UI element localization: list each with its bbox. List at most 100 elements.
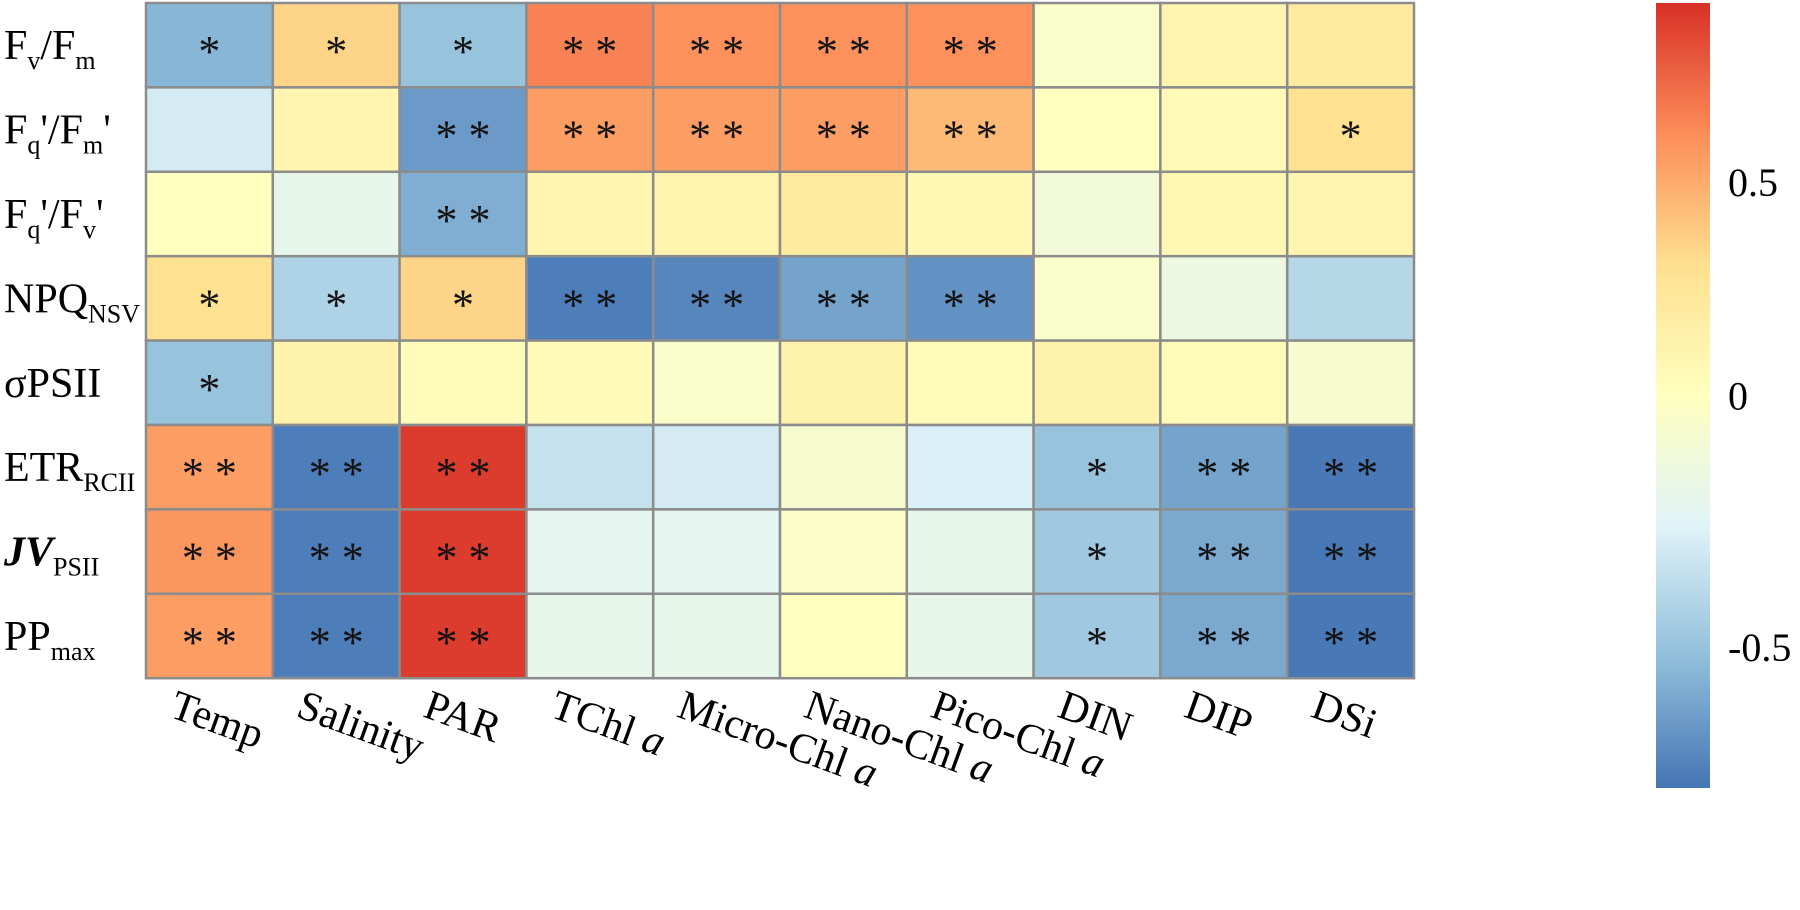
significance-mark: * * [182,449,237,498]
significance-mark: * * [816,27,871,76]
heatmap-cell [1159,254,1289,342]
heatmap-cell [398,592,528,680]
heatmap-cell [1285,86,1416,174]
heatmap-cell [905,508,1035,596]
heatmap-cell [1159,339,1289,427]
heatmap-cell [1159,423,1289,511]
heatmap-cell [271,1,401,89]
heatmap-cell [144,1,275,89]
significance-mark: * * [1196,449,1251,498]
significance-mark: * * [943,280,998,329]
significance-mark: * [452,27,474,76]
heatmap-cell [778,423,909,511]
heatmap-cell [778,1,909,89]
heatmap-cell [1285,339,1416,427]
heatmap-cell [1285,254,1416,342]
row-label: Fv/Fm [4,23,96,75]
significance-mark: * * [689,280,744,329]
significance-mark: * [198,280,220,329]
heatmap-cell [525,423,655,511]
heatmap-cell [525,592,655,680]
heatmap-cell [1032,1,1162,89]
heatmap-cell [905,86,1035,174]
row-label: JVPSII [3,530,99,582]
significance-mark: * * [1323,449,1378,498]
significance-mark: * [1340,112,1362,161]
heatmap-cell [1285,592,1416,680]
column-label: Salinity [291,682,430,770]
heatmap-cell [271,86,401,174]
heatmap-cell [525,339,655,427]
heatmap-cell [1285,170,1416,258]
significance-mark: * * [309,618,364,667]
column-label: Temp [165,682,270,758]
heatmap-cell [651,592,782,680]
significance-mark: * * [436,534,491,583]
heatmap-cell [144,508,275,596]
heatmap-cell [905,339,1035,427]
heatmap-cells [144,1,1416,680]
significance-marks: * * * * * * * * * * * * * * * * * * * * * * * * * * * * *… [182,27,1378,667]
heatmap-cell [651,170,782,258]
heatmap-cell [144,254,275,342]
significance-mark: * * [816,112,871,161]
significance-mark: * * [1323,534,1378,583]
significance-mark: * [1086,618,1108,667]
row-label: Fq'/Fv' [4,192,104,244]
heatmap-cell [525,508,655,596]
column-label: PAR [418,682,507,752]
heatmap-cell [398,339,528,427]
significance-mark: * [1086,534,1108,583]
significance-mark: * * [689,27,744,76]
heatmap-cell [144,86,275,174]
significance-mark: * * [562,27,617,76]
column-label: DIP [1179,682,1258,748]
heatmap-cell [1285,508,1416,596]
heatmap-cell [1159,170,1289,258]
heatmap-cell [905,423,1035,511]
significance-mark: * * [436,618,491,667]
heatmap-cell [651,423,782,511]
heatmap-cell [525,170,655,258]
significance-mark: * * [309,534,364,583]
significance-mark: * [452,280,474,329]
heatmap-cell [1032,254,1162,342]
colorbar-tick-label: -0.5 [1728,625,1791,670]
heatmap-cell [1159,86,1289,174]
significance-mark: * * [816,280,871,329]
significance-mark: * [198,365,220,414]
heatmap-cell [778,508,909,596]
heatmap-cell [778,86,909,174]
heatmap-cell [1032,508,1162,596]
heatmap-cell [1159,508,1289,596]
heatmap-cell [1159,1,1289,89]
heatmap-cell [651,508,782,596]
significance-mark: * * [182,534,237,583]
heatmap-cell [144,423,275,511]
row-label: PPmax [4,614,95,666]
colorbar: 0.5 0 -0.5 [1656,3,1791,788]
significance-mark: * * [943,27,998,76]
colorbar-tick-label: 0.5 [1728,160,1778,205]
significance-mark: * * [436,196,491,245]
significance-mark: * * [689,112,744,161]
significance-mark: * * [1196,618,1251,667]
heatmap-cell [778,170,909,258]
heatmap-cell [905,592,1035,680]
heatmap-cell [1032,592,1162,680]
colorbar-tick-label: 0 [1728,374,1748,419]
significance-mark: * * [1196,534,1251,583]
heatmap-cell [144,170,275,258]
heatmap-cell [905,170,1035,258]
row-label: Fq'/Fm' [4,108,111,160]
column-label: TChl a [545,682,671,766]
row-label: σPSII [4,361,101,407]
heatmap-cell [271,339,401,427]
row-labels: Fv/Fm Fq'/Fm' Fq'/Fv' NPQNSV σPSII ETRRCII JVP… [3,23,140,666]
heatmap-cell [525,86,655,174]
heatmap-cell [1032,339,1162,427]
significance-mark: * * [309,449,364,498]
heatmap-cell [1159,592,1289,680]
row-label: NPQNSV [4,276,140,328]
